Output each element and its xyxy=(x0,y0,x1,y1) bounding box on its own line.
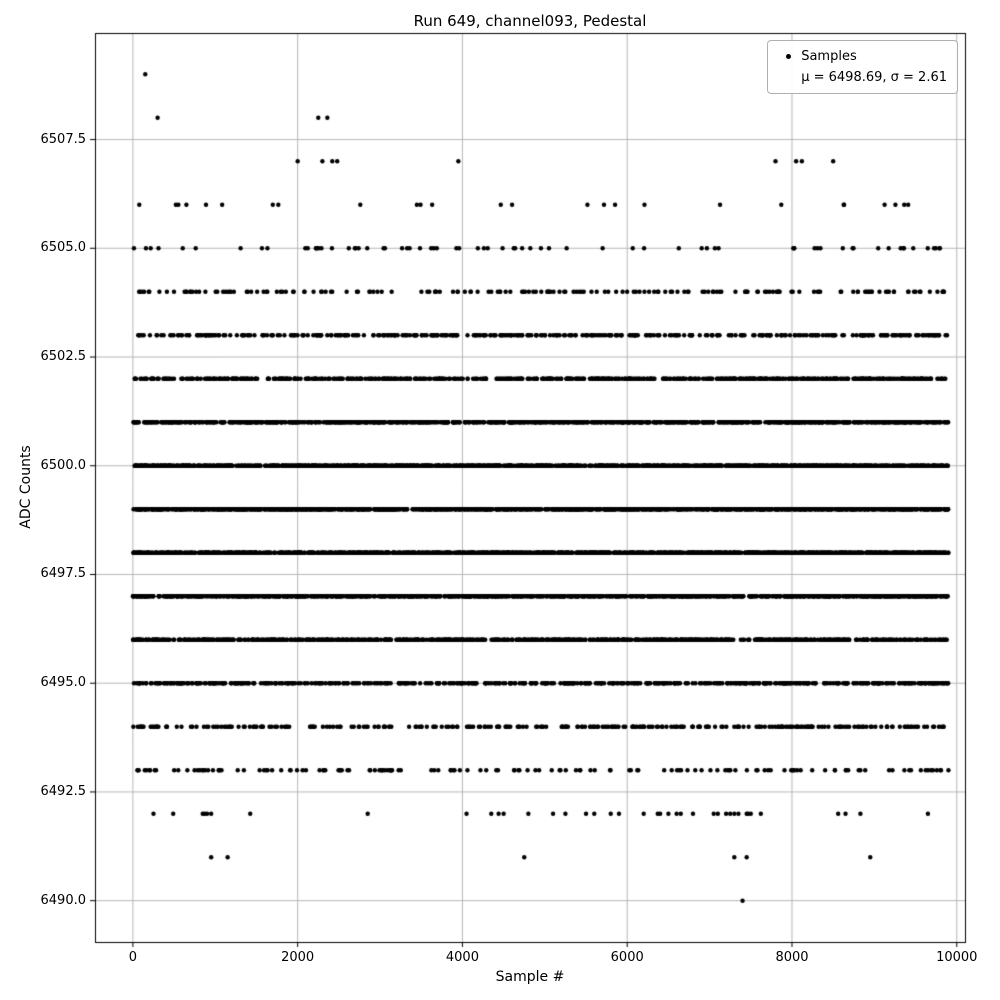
y-tick-label: 6495.0 xyxy=(40,675,87,691)
x-tick-label: 6000 xyxy=(610,950,644,965)
y-tick-label: 6507.5 xyxy=(40,131,87,147)
x-axis-label: Sample # xyxy=(495,969,565,985)
y-tick-label: 6505.0 xyxy=(40,240,87,256)
y-tick-label: 6500.0 xyxy=(40,457,87,473)
x-tick-label: 4000 xyxy=(445,950,479,965)
y-tick-label: 6497.5 xyxy=(40,566,87,582)
y-tick-label: 6502.5 xyxy=(40,349,87,365)
chart-title: Run 649, channel093, Pedestal xyxy=(413,12,647,30)
legend-stats-label: μ = 6498.69, σ = 2.61 xyxy=(801,70,947,85)
x-tick-label: 2000 xyxy=(281,950,315,965)
x-tick-label: 0 xyxy=(128,950,138,965)
y-tick-label: 6492.5 xyxy=(40,783,87,799)
y-tick-label: 6490.0 xyxy=(40,892,87,908)
x-tick-label: 10000 xyxy=(936,950,978,965)
legend-entry-samples: Samples xyxy=(775,46,947,67)
x-tick-label: 8000 xyxy=(775,950,809,965)
legend-series-label: Samples xyxy=(801,49,857,64)
legend-marker-dot-icon xyxy=(775,54,801,59)
legend: Samples μ = 6498.69, σ = 2.61 xyxy=(767,40,958,94)
legend-entry-stats: μ = 6498.69, σ = 2.61 xyxy=(775,67,947,88)
